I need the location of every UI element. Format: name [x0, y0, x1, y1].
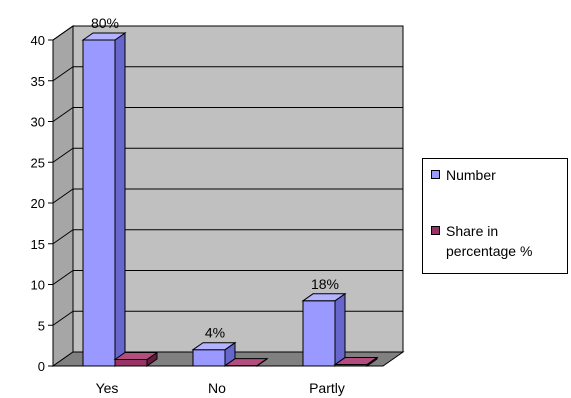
y-tick-label: 10	[31, 278, 45, 293]
gridline-diagonal	[52, 25, 74, 41]
gridline-diagonal	[52, 310, 74, 326]
bar-yes-share-top	[113, 351, 159, 360]
gridline-diagonal	[52, 188, 74, 204]
y-tick-label: 5	[38, 318, 45, 333]
bar-no-share-top	[223, 358, 269, 367]
y-tick-label: 25	[31, 155, 45, 170]
y-tick-label: 20	[31, 196, 45, 211]
gridline-diagonal	[52, 229, 74, 245]
bar-yes-share-front	[114, 358, 148, 367]
legend: Number Share in percentage %	[422, 158, 568, 274]
y-tick-label: 30	[31, 115, 45, 130]
legend-label-number: Number	[446, 167, 496, 183]
y-tick-label: 0	[38, 359, 45, 374]
gridline-diagonal	[52, 107, 74, 122]
bar-no-number-top	[191, 342, 237, 351]
data-label: 4%	[205, 325, 225, 341]
y-tick-label: 15	[31, 237, 45, 252]
bar-partly-number-front	[302, 300, 336, 367]
y-tick-label: 35	[31, 74, 45, 89]
gridline-diagonal	[52, 147, 74, 163]
gridline-diagonal	[52, 66, 74, 82]
bar-yes-number-front	[82, 39, 116, 367]
x-category-label: No	[208, 380, 226, 396]
bar-partly-number-side	[334, 292, 346, 367]
bar-yes-number-side	[114, 32, 126, 367]
gridline-diagonal	[52, 270, 74, 285]
y-tick-label: 40	[31, 33, 45, 48]
bar-partly-share-top	[333, 357, 379, 366]
legend-label-share: Share in percentage %	[446, 223, 533, 259]
bar-partly-number-top	[301, 293, 347, 302]
data-label: 80%	[91, 15, 119, 31]
data-label: 18%	[311, 276, 339, 292]
x-category-label: Yes	[96, 380, 119, 396]
legend-swatch-number	[431, 170, 440, 179]
bar-yes-number-top	[81, 32, 127, 41]
bar-no-number-front	[192, 349, 226, 367]
x-category-label: Partly	[309, 380, 345, 396]
legend-swatch-share	[431, 226, 440, 235]
